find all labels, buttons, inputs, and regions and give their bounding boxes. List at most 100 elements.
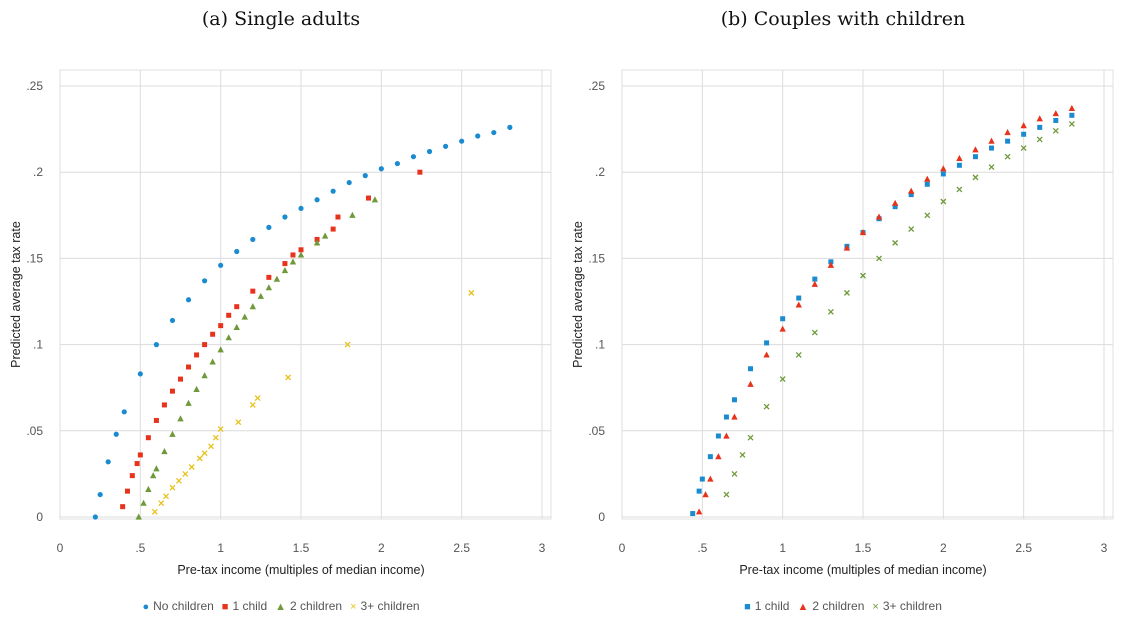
x-tick-label: 1 <box>779 541 786 555</box>
data-point <box>241 313 248 320</box>
legend-item: ▲ 2 children <box>797 599 864 613</box>
data-point <box>202 278 208 284</box>
series-3-children <box>723 120 1075 498</box>
data-point <box>1036 115 1043 122</box>
data-point <box>314 197 320 203</box>
data-point <box>891 199 899 206</box>
data-point <box>201 450 208 457</box>
data-point <box>748 366 754 372</box>
legend-item: × 3+ children <box>350 599 419 613</box>
data-point <box>940 165 947 172</box>
data-point <box>940 171 946 177</box>
data-point <box>731 470 738 477</box>
data-point <box>988 137 995 144</box>
data-point <box>875 213 883 220</box>
data-point <box>956 154 963 162</box>
y-tick-label: .15 <box>26 251 43 265</box>
legend-marker-icon: × <box>872 601 879 613</box>
data-point <box>175 477 182 484</box>
data-point <box>763 403 770 410</box>
data-point <box>908 187 915 194</box>
data-point <box>163 493 169 500</box>
plot-frame <box>621 69 1114 520</box>
data-point <box>335 214 341 220</box>
data-point <box>298 247 304 253</box>
data-point <box>145 485 152 493</box>
legend-marker-icon: ■ <box>221 601 229 613</box>
data-point <box>140 499 147 506</box>
data-point <box>254 395 261 402</box>
data-point <box>365 195 371 201</box>
data-point <box>715 433 721 439</box>
data-point <box>282 261 288 267</box>
x-tick-label: 1.5 <box>855 541 872 555</box>
data-point <box>707 454 713 460</box>
data-point <box>235 419 242 426</box>
data-point <box>193 385 200 393</box>
data-point <box>468 289 475 296</box>
data-point <box>169 484 176 491</box>
data-point <box>707 475 714 482</box>
data-point <box>313 239 321 246</box>
y-tick-label: .15 <box>588 251 605 265</box>
data-point <box>723 491 730 498</box>
data-point <box>378 166 384 172</box>
legend-item: ■ 1 child <box>222 599 267 613</box>
legend-marker-icon: ▲ <box>275 601 287 613</box>
data-point <box>1069 112 1075 118</box>
legend-item: ● No children <box>142 599 213 613</box>
data-point <box>196 455 203 462</box>
data-point <box>330 226 336 232</box>
data-point <box>161 447 168 455</box>
data-point <box>113 431 119 437</box>
data-point <box>281 266 289 274</box>
data-point <box>249 401 256 408</box>
data-point <box>290 252 296 258</box>
legend-label: 1 child <box>754 599 790 613</box>
data-point <box>371 196 379 203</box>
legend-label: 2 children <box>812 599 865 613</box>
data-point <box>225 334 232 341</box>
panel-title: (a) Single adults <box>201 8 361 30</box>
data-point <box>266 274 272 280</box>
panel-single-adults: (a) Single adults 0 .5 1 1.5 2 2.5 3 0 .05 .1 .15.… <box>0 8 562 613</box>
x-tick-label: 1.5 <box>293 541 310 555</box>
data-point <box>182 470 189 477</box>
data-point <box>443 143 449 149</box>
data-point <box>908 226 915 233</box>
data-point <box>989 145 995 151</box>
data-point <box>346 179 352 186</box>
x-tick-label: 1 <box>217 541 224 555</box>
data-point <box>209 358 216 365</box>
data-point <box>217 346 224 353</box>
data-point <box>843 244 851 251</box>
data-point <box>250 236 256 243</box>
data-point <box>426 148 433 155</box>
data-point <box>285 374 292 381</box>
legend-item: × 3+ children <box>872 599 941 613</box>
legend-label: 2 children <box>290 599 343 613</box>
data-point <box>1068 104 1076 112</box>
data-point <box>908 192 914 198</box>
data-point <box>1037 124 1043 130</box>
data-point <box>188 464 195 470</box>
data-point <box>763 351 770 358</box>
data-point <box>212 434 219 441</box>
legend-item: ■ 1 child <box>744 599 789 613</box>
data-point <box>410 154 417 160</box>
data-point <box>764 340 770 346</box>
x-tick-label: .5 <box>697 541 707 555</box>
legend: ● No children ■ 1 child ▲ 2 children × 3+ child… <box>0 599 562 613</box>
series-no-children <box>92 124 513 520</box>
data-point <box>124 488 130 494</box>
data-point <box>233 323 240 330</box>
data-point <box>1052 127 1059 134</box>
data-point <box>731 413 738 420</box>
scatter-plot-couples-with-children: 0 .5 1 1.5 2 2.5 3 0 .05 .1 .15 .2 .25 Pre-tax income… <box>571 69 1114 577</box>
x-tick-label: 3 <box>1101 541 1108 555</box>
panel-couples-with-children: (b) Couples with children 0 .5 1 1.5 2 2.5 3 0.… <box>562 0 1124 621</box>
data-point <box>860 272 866 279</box>
y-tick-label: .2 <box>595 165 605 179</box>
data-point <box>956 162 962 168</box>
data-point <box>105 459 111 465</box>
